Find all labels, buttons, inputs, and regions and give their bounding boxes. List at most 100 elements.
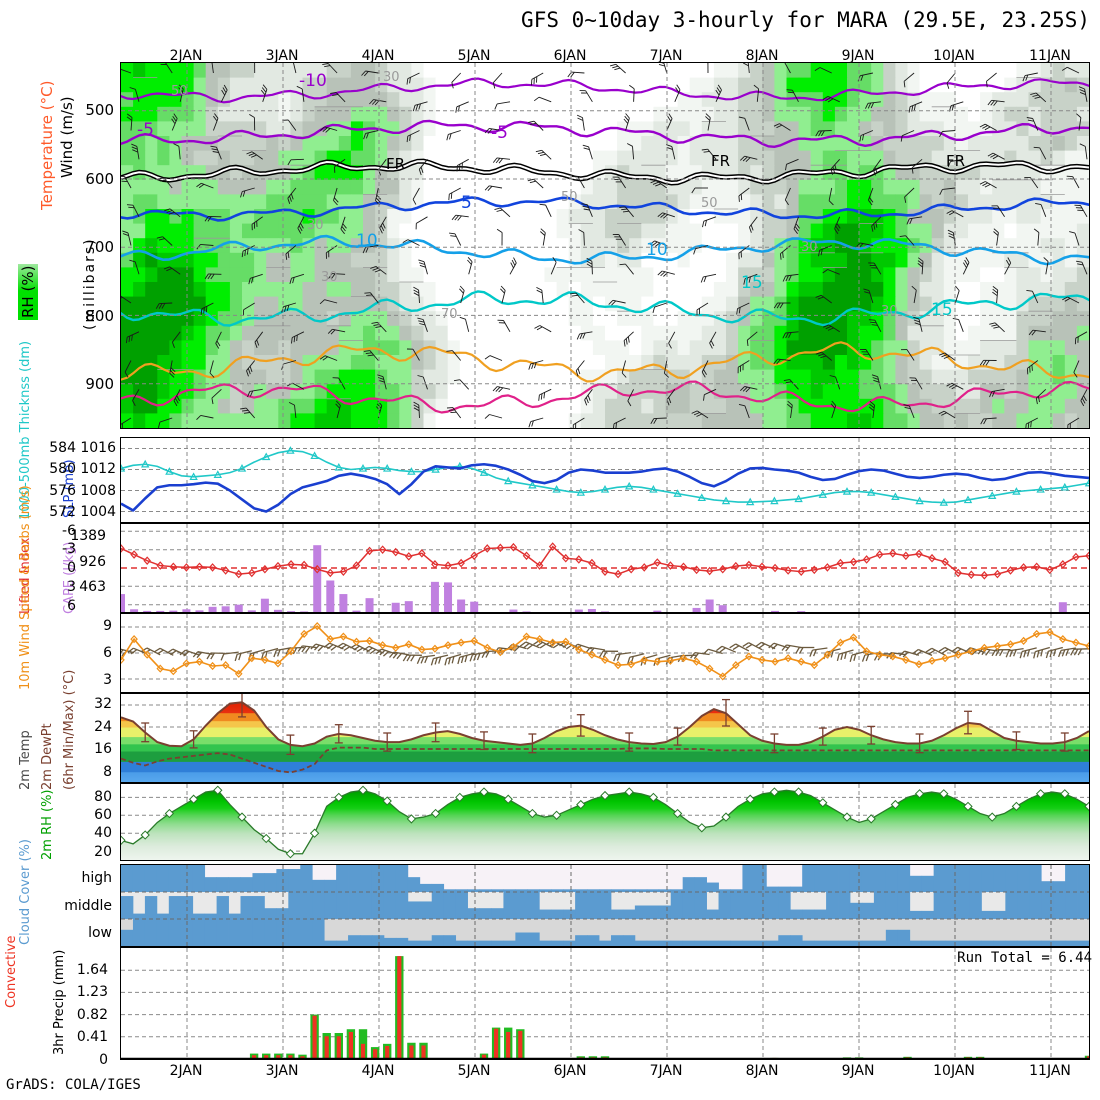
- label-2m-temp: 2m Temp: [18, 730, 33, 790]
- x-tick-label-bottom: 10JAN: [933, 1063, 975, 1079]
- freezing-level: [121, 158, 1089, 186]
- panel-upper-air: -10 -5 -5 5 10 10 15 15 FR FR FR 50 30 50 30 30 70 30 30 50…: [120, 62, 1090, 429]
- gridlines: [121, 524, 1089, 612]
- y-tick-label: 900: [85, 375, 114, 394]
- x-tick-label-bottom: 5JAN: [457, 1063, 491, 1079]
- y-tick-label: 0: [67, 560, 76, 576]
- svg-text:70: 70: [441, 307, 458, 322]
- x-tick-label-top: 8JAN: [745, 48, 779, 64]
- y-tick-label: 6: [103, 645, 112, 661]
- y-tick-label: 1389: [70, 527, 106, 544]
- svg-text:-5: -5: [491, 123, 508, 143]
- precip-total-bars: [249, 956, 1089, 1059]
- y-tick-label: 584: [49, 439, 76, 456]
- y-tick-label: 20: [94, 843, 112, 860]
- y-tick-label: 1016: [80, 439, 116, 456]
- label-2m-rh: 2m RH (%): [40, 789, 55, 860]
- y-tick-label: 800: [85, 306, 114, 325]
- x-tick-label-top: 7JAN: [649, 48, 683, 64]
- upper-air-chart: -10 -5 -5 5 10 10 15 15 FR FR FR 50 30 50 30 30 70 30 30 50…: [121, 63, 1089, 428]
- thickness-markers: [121, 446, 1089, 506]
- label-cloud-cover: Cloud Cover (%): [18, 839, 33, 945]
- label-rh-percent: RH (%): [18, 263, 38, 320]
- y-tick-label: high: [81, 869, 112, 886]
- page-title: GFS 0~10day 3-hourly for MARA (29.5E, 23…: [521, 8, 1090, 32]
- svg-text:10: 10: [356, 231, 378, 251]
- y-tick-label: 700: [85, 238, 114, 257]
- wind-speed-chart: [121, 614, 1089, 692]
- y-tick-label: 3: [67, 578, 76, 595]
- cloud-row-low: [121, 919, 1089, 946]
- rh-chart: [121, 784, 1089, 860]
- x-tick-label-bottom: 11JAN: [1029, 1063, 1071, 1079]
- panel-10m-wind: [120, 613, 1090, 693]
- y-tick-label: -6: [62, 522, 76, 539]
- slp-line: [121, 462, 1089, 513]
- y-tick-label: 8: [103, 763, 112, 780]
- x-tick-label-bottom: 7JAN: [649, 1063, 683, 1079]
- label-2m-dewpt: 2m DewPt: [40, 723, 55, 790]
- svg-text:-5: -5: [137, 120, 154, 140]
- svg-text:15: 15: [741, 273, 763, 293]
- svg-text:15: 15: [931, 300, 953, 320]
- y-tick-label: 6: [67, 597, 76, 614]
- x-tick-label-bottom: 4JAN: [361, 1063, 395, 1079]
- panel-cape-li: [120, 523, 1090, 613]
- y-tick-label: 576: [49, 482, 76, 499]
- svg-text:5: 5: [461, 193, 472, 213]
- y-tick-label: 500: [85, 101, 114, 120]
- gridlines: [121, 438, 1089, 522]
- panel-2m-temp: [120, 693, 1090, 783]
- y-tick-label: 40: [94, 825, 112, 842]
- panel-precip: [120, 947, 1090, 1060]
- wind-barbs: [121, 63, 1088, 428]
- x-tick-label-top: 6JAN: [553, 48, 587, 64]
- x-tick-label-top: 9JAN: [841, 48, 875, 64]
- svg-text:30: 30: [383, 70, 400, 85]
- y-tick-label: 80: [94, 788, 112, 805]
- y-tick-label: 9: [103, 618, 112, 635]
- label-temperature-c: Temperature (°C): [38, 80, 56, 210]
- precip-chart: [121, 948, 1089, 1059]
- dewpt-line: [121, 746, 1089, 774]
- y-tick-label: low: [88, 925, 112, 942]
- slp-thickness-chart: [121, 438, 1089, 522]
- contour-labels: -10 -5 -5 5 10 10 15 15 FR FR FR 50 30 50 30 30 70 30 30 50…: [137, 70, 965, 322]
- gridlines: [121, 63, 1089, 428]
- thickness-line: [121, 449, 1089, 504]
- x-tick-label-bottom: 8JAN: [745, 1063, 779, 1079]
- x-tick-label-bottom: 6JAN: [553, 1063, 587, 1079]
- x-tick-label-top: 11JAN: [1029, 48, 1071, 64]
- y-tick-label: 0.41: [76, 1029, 108, 1046]
- minmax-bars: [141, 694, 1069, 756]
- temp-line: [121, 701, 1089, 748]
- y-tick-label: -3: [62, 541, 76, 558]
- x-tick-label-top: 2JAN: [169, 48, 203, 64]
- li-markers: [121, 542, 1089, 580]
- panel-2m-rh: [120, 783, 1090, 861]
- cloud-cover-chart: [121, 865, 1089, 946]
- svg-text:-10: -10: [299, 71, 327, 91]
- y-tick-label: 1004: [80, 504, 116, 521]
- svg-text:FR: FR: [946, 152, 965, 170]
- x-tick-label-bottom: 3JAN: [265, 1063, 299, 1079]
- y-tick-label: 32: [94, 696, 112, 713]
- run-total-text: Run Total = 6.44: [957, 950, 1092, 966]
- credit-text: GrADS: COLA/IGES: [6, 1077, 141, 1093]
- x-tick-label-bottom: 9JAN: [841, 1063, 875, 1079]
- cloud-row-middle: [121, 892, 1089, 919]
- gridlines: [121, 948, 1089, 1059]
- svg-text:30: 30: [321, 270, 338, 285]
- wind-speed-markers: [121, 622, 1089, 681]
- y-tick-label: 16: [94, 741, 112, 758]
- temp-area: [121, 702, 1089, 782]
- cape-li-chart: [121, 524, 1089, 612]
- temp-dewpt-chart: [121, 694, 1089, 782]
- svg-text:50: 50: [701, 196, 718, 211]
- y-tick-label: 600: [85, 169, 114, 188]
- y-tick-label: 3: [103, 671, 112, 688]
- y-tick-label: 926: [79, 553, 106, 570]
- x-tick-label-top: 10JAN: [933, 48, 975, 64]
- svg-text:30: 30: [881, 304, 898, 319]
- svg-text:50: 50: [561, 190, 578, 205]
